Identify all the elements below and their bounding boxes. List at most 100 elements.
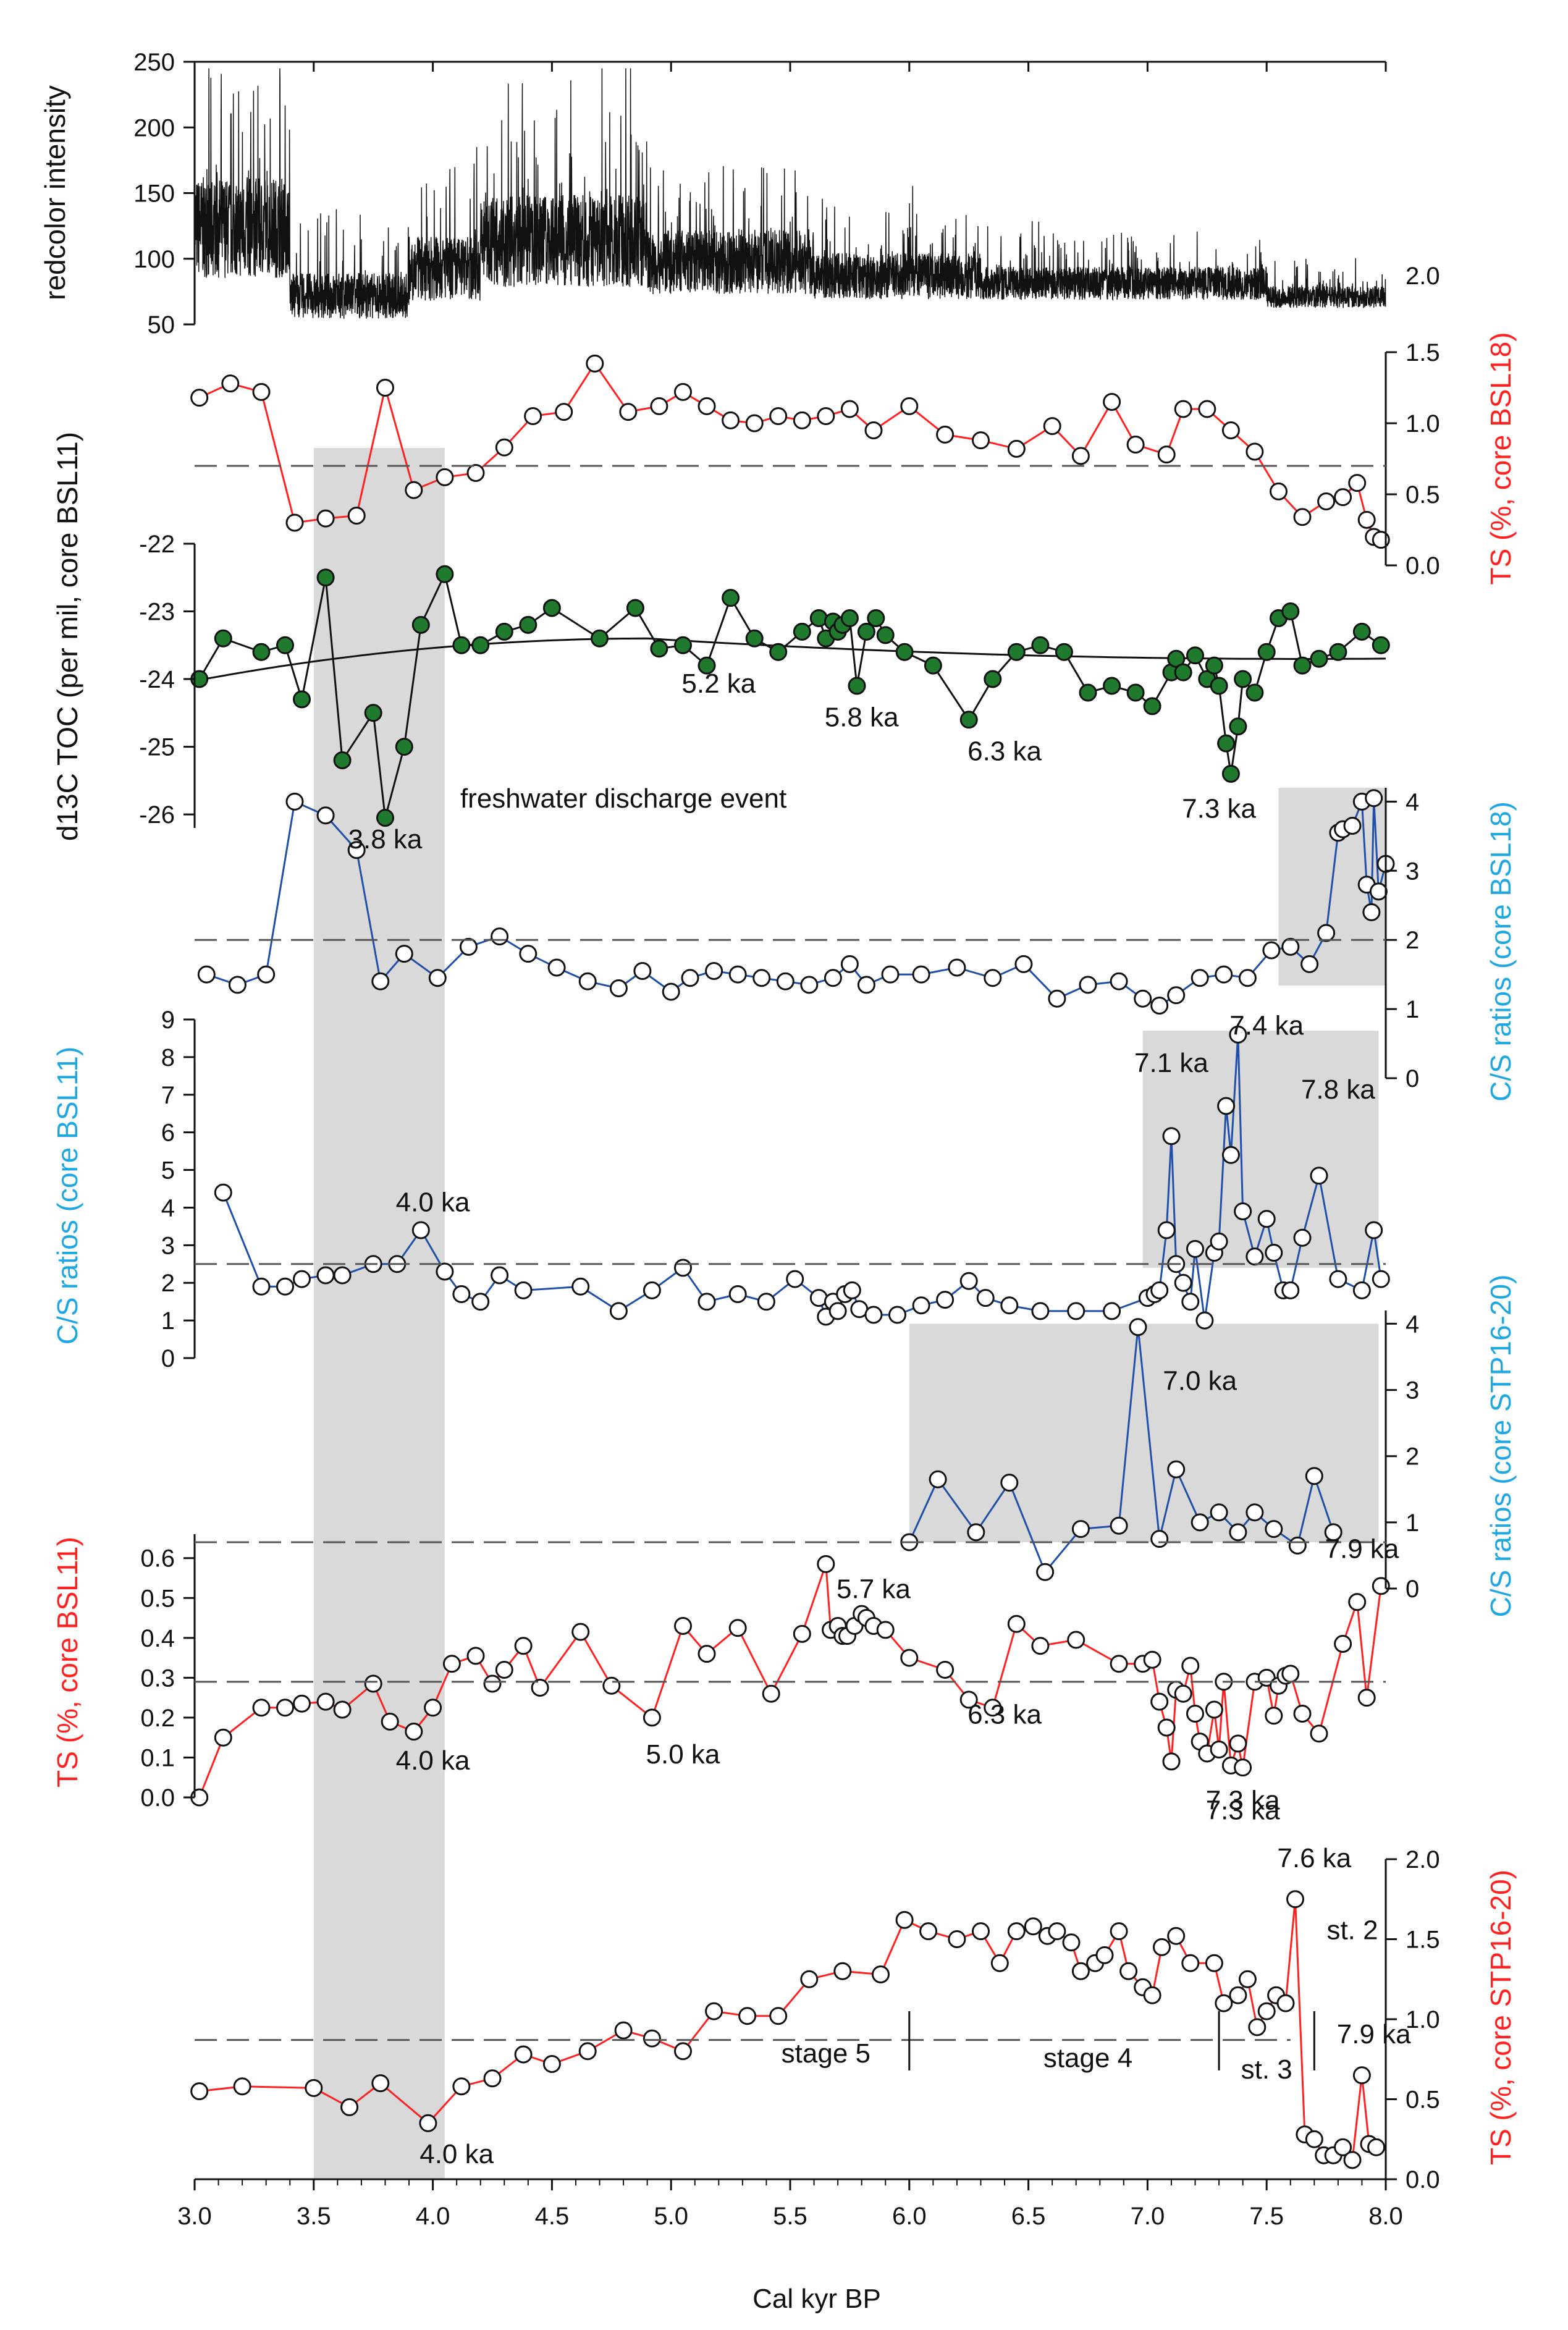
cs_bsl18-y-tick-label: 2: [1406, 927, 1419, 954]
ts_bsl11-data-point: [1348, 1593, 1367, 1611]
ts_bsl18-data-point: [1174, 400, 1192, 418]
d13c_bsl11-data-point: [1372, 636, 1390, 654]
d13c_bsl11-data-point: [1007, 643, 1026, 661]
ts_stp-annotation: st. 3: [1241, 2054, 1292, 2085]
cs_bsl11-y-tick-label: 3: [161, 1232, 175, 1259]
cs_bsl18-data-point: [578, 972, 597, 990]
d13c_bsl11-data-point: [471, 636, 490, 654]
d13c_bsl11-data-point: [722, 589, 740, 607]
d13c_bsl11-data-point: [1079, 683, 1097, 702]
d13c_bsl11-data-point: [1257, 643, 1276, 661]
cs_bsl18-data-point: [1191, 969, 1209, 987]
cs_bsl11-data-point: [1157, 1221, 1176, 1239]
ts_stp-data-point: [705, 2002, 723, 2020]
ts_stp-data-point: [1229, 1986, 1247, 2004]
cs_bsl11-data-point: [1186, 1239, 1204, 1258]
d13c_bsl11-data-point: [1055, 643, 1073, 661]
cs_bsl11-data-point: [1365, 1221, 1383, 1239]
ts_bsl11-data-point: [1067, 1631, 1085, 1649]
ts_bsl18-y-tick-label: 0.5: [1406, 481, 1440, 509]
ts_bsl11-data-point: [1205, 1700, 1223, 1719]
ts_stp-data-point: [1167, 1927, 1186, 1945]
d13c_bsl11-data-point: [1031, 636, 1050, 654]
x-tick-label: 5.0: [654, 2203, 688, 2230]
d13c_bsl11-data-point: [495, 622, 513, 641]
cs_stp-annotation: 7.0 ka: [1163, 1366, 1237, 1396]
ts_bsl18-data-point: [769, 407, 788, 425]
ts_stp-data-point: [1286, 1890, 1304, 1909]
d13c_bsl11-data-point: [214, 629, 232, 648]
cs_bsl11-data-point: [936, 1291, 955, 1309]
ts_bsl18-data-point: [1157, 445, 1176, 464]
d13c_bsl11-data-point: [519, 615, 537, 634]
ts_bsl11-data-point: [333, 1700, 352, 1719]
cs_bsl18-data-point: [316, 806, 335, 825]
ts_bsl11-data-point: [959, 1691, 978, 1709]
cs_bsl11-data-point: [1210, 1232, 1228, 1251]
cs_bsl18-data-point: [681, 969, 699, 987]
x-tick-label: 4.0: [416, 2203, 450, 2230]
cs_bsl11-data-point: [609, 1302, 628, 1320]
cs_stp-data-point: [1324, 1523, 1342, 1542]
cs_bsl11-data-point: [1150, 1281, 1169, 1299]
cs_bsl18-data-point: [491, 927, 509, 946]
d13c_bsl11-data-point: [1103, 677, 1121, 695]
cs_bsl11-y-axis-label: C/S ratios (core BSL11): [51, 1047, 83, 1344]
cs_bsl11-data-point: [411, 1221, 430, 1239]
cs_bsl11-data-point: [1246, 1247, 1264, 1266]
ts_bsl18-data-point: [936, 425, 955, 444]
cs_bsl11-data-point: [1195, 1311, 1214, 1330]
ts_stp-annotation: 7.3 ka: [1206, 1795, 1280, 1825]
cs_bsl11-data-point: [1221, 1146, 1240, 1164]
x-tick-label: 3.0: [177, 2203, 212, 2230]
cs_bsl18-data-point: [752, 969, 771, 987]
ts_bsl18-data-point: [405, 481, 423, 499]
ts_bsl18-data-point: [285, 513, 304, 532]
ts_bsl11-data-point: [252, 1699, 271, 1717]
d13c_bsl11-data-point: [769, 643, 788, 661]
ts_bsl11-data-point: [571, 1623, 590, 1641]
cs_bsl18-data-point: [257, 965, 276, 984]
ts_bsl18-data-point: [793, 411, 811, 429]
d13c_bsl11-data-point: [1310, 649, 1328, 668]
cs_stp-data-point: [1167, 1460, 1186, 1479]
ts_stp-data-point: [1215, 1994, 1233, 2012]
ts_stp-data-point: [542, 2055, 561, 2073]
cs_bsl18-data-point: [662, 982, 680, 1001]
shade-freshwater-3.5-4.05ka: [313, 448, 445, 2179]
ts_bsl11-data-point: [984, 1699, 1002, 1717]
ts_stp-annotation: st. 2: [1326, 1915, 1378, 1946]
cs_stp-data-point: [1129, 1318, 1147, 1336]
x-tick-label: 4.5: [535, 2203, 570, 2230]
ts_bsl11-data-point: [1157, 1718, 1176, 1737]
ts_bsl11-data-point: [466, 1647, 485, 1665]
d13c_bsl11-data-point: [1234, 670, 1252, 688]
shaded-intervals: [313, 448, 1386, 2179]
d13c_bsl11-data-point: [793, 622, 811, 641]
cs_bsl18-data-point: [228, 976, 247, 994]
d13c_bsl11-y-tick-label: -26: [139, 801, 175, 829]
d13c_bsl11-data-point: [1246, 683, 1264, 702]
d13c_bsl11-data-point: [364, 704, 382, 722]
ts_bsl11-data-point: [316, 1692, 335, 1711]
ts_bsl11-data-point: [817, 1555, 835, 1573]
ts-bsl18-top-tick-label: 2.0: [1406, 263, 1440, 290]
cs_bsl18-data-point: [1014, 955, 1033, 973]
ts_bsl11-y-tick-label: 0.3: [140, 1665, 175, 1692]
x-tick-label: 5.5: [773, 2203, 807, 2230]
cs_bsl18-y-tick-label: 0: [1406, 1065, 1419, 1092]
cs_bsl11-data-point: [471, 1293, 490, 1311]
cs_bsl11-y-tick-label: 9: [161, 1007, 175, 1034]
ts_stp-annotation: stage 4: [1043, 2043, 1132, 2074]
cs_bsl11-data-point: [786, 1270, 804, 1288]
ts_stp-y-tick-label: 1.0: [1406, 2006, 1440, 2033]
d13c_bsl11-data-point: [1143, 697, 1161, 715]
cs_bsl11-data-point: [1217, 1097, 1236, 1115]
ts_bsl11-data-point: [1162, 1752, 1181, 1771]
ts_stp-data-point: [1352, 2066, 1371, 2085]
ts_stp-annotation: 4.0 ka: [419, 2139, 494, 2169]
cs_bsl11-data-point: [316, 1266, 335, 1285]
ts_bsl11-data-point: [1007, 1615, 1026, 1633]
ts_bsl18-data-point: [1198, 400, 1216, 418]
